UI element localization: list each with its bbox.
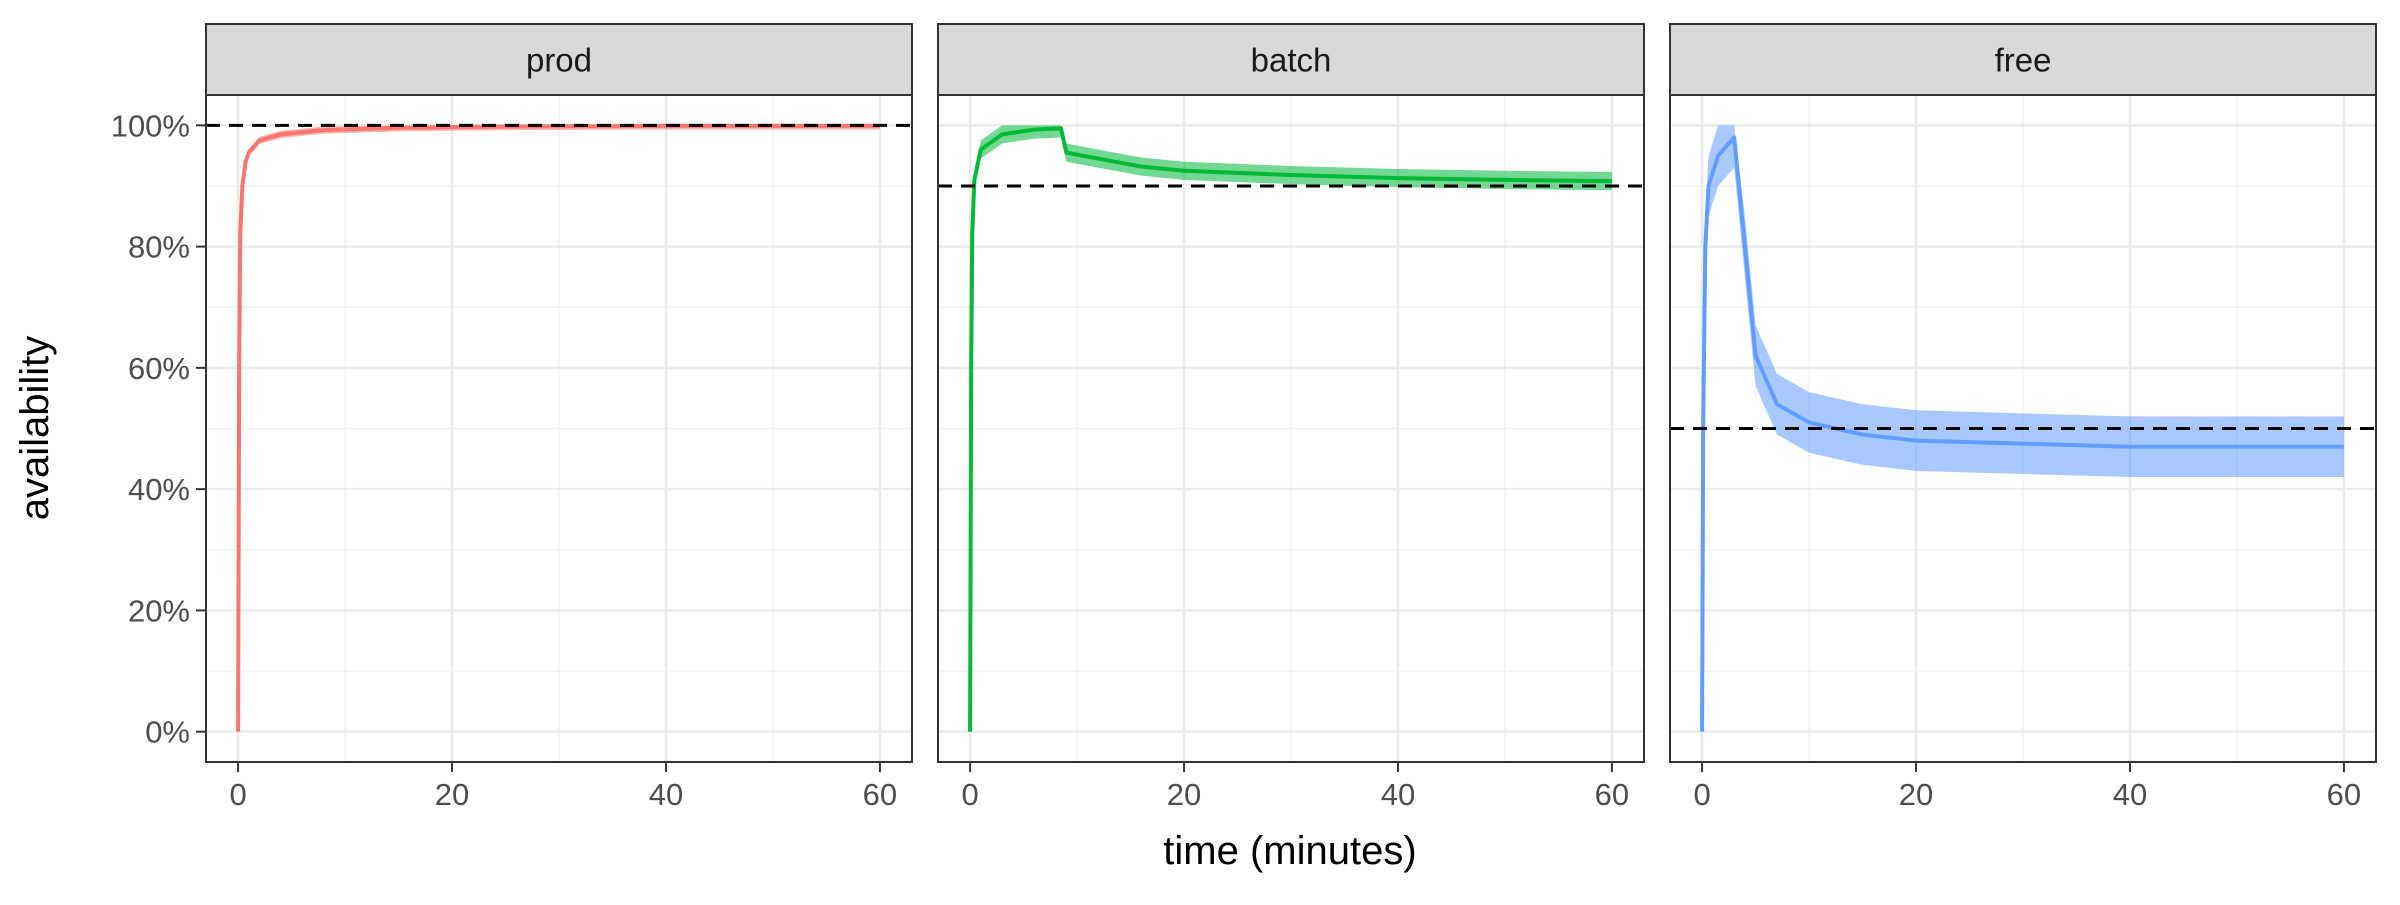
x-tick-label: 40 <box>2113 777 2147 812</box>
y-tick-label: 80% <box>128 230 190 265</box>
x-tick-label: 60 <box>2327 777 2361 812</box>
panel-batch: batch 0 20 40 60 <box>937 23 1645 812</box>
x-tick-label: 60 <box>863 777 897 812</box>
panel-border <box>1669 94 2377 763</box>
series-line-batch <box>968 126 1612 732</box>
panel-free: free 0 20 40 60 <box>1669 23 2377 812</box>
facet-strip <box>205 23 913 96</box>
x-tick-label: 40 <box>1381 777 1415 812</box>
panels-layer: prod 0 20 40 60 batch 0 20 40 60 free 0 20 40 60 <box>205 23 2377 812</box>
y-tick-label: 0% <box>145 715 190 750</box>
facet-strip-label: prod <box>526 42 592 79</box>
panel-prod: prod 0 20 40 60 <box>205 23 913 812</box>
x-tick-label: 0 <box>961 777 978 812</box>
x-tick-label: 20 <box>435 777 469 812</box>
y-tick-label: 40% <box>128 472 190 507</box>
x-tick-label: 60 <box>1595 777 1629 812</box>
y-axis-label: availability <box>13 336 57 521</box>
facet-strip-label: free <box>1995 42 2052 79</box>
panel-border <box>205 94 913 763</box>
facet-strip <box>1669 23 2377 96</box>
x-tick-label: 0 <box>1693 777 1710 812</box>
y-axis: 0% 20% 40% 60% 80% 100% <box>111 108 206 750</box>
facet-strip-label: batch <box>1251 42 1332 79</box>
x-tick-label: 0 <box>229 777 246 812</box>
panel-border <box>937 94 1645 763</box>
series-line-free <box>1700 135 2344 732</box>
x-axis-label: time (minutes) <box>1163 829 1416 873</box>
x-tick-label: 20 <box>1167 777 1201 812</box>
y-tick-label: 20% <box>128 593 190 628</box>
y-tick-label: 100% <box>111 108 190 143</box>
facet-strip <box>937 23 1645 96</box>
x-tick-label: 20 <box>1899 777 1933 812</box>
x-tick-label: 40 <box>649 777 683 812</box>
y-tick-label: 60% <box>128 351 190 386</box>
